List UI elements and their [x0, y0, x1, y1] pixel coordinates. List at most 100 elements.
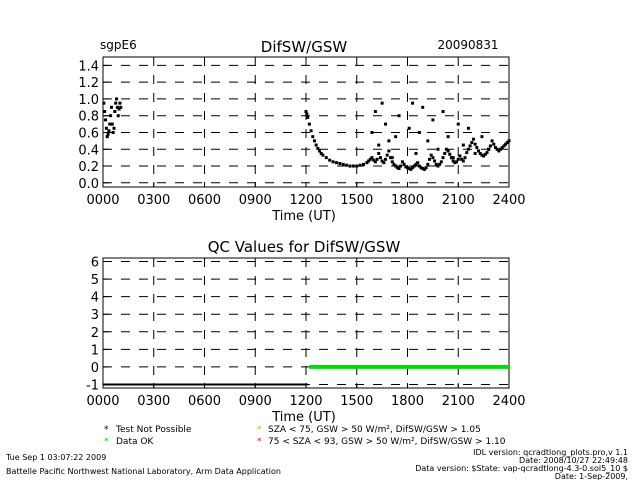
data-point — [439, 160, 443, 164]
legend-label-sza-93: 75 < SZA < 93, GSW > 50 W/m², DifSW/GSW … — [268, 437, 506, 447]
data-point — [306, 115, 310, 119]
data-point — [488, 144, 492, 148]
data-point — [477, 149, 481, 153]
bottom-y-tick-label: -1 — [86, 378, 99, 393]
bottom-y-tick-label: 4 — [91, 291, 99, 306]
data-point — [426, 139, 430, 143]
top-plot-grid — [103, 57, 509, 187]
top-y-tick-label: 0.4 — [78, 143, 99, 158]
bottom-y-tick-label: 1 — [91, 343, 99, 358]
data-point — [104, 126, 108, 130]
data-point — [487, 147, 491, 151]
data-point — [471, 137, 475, 141]
data-point — [427, 157, 431, 161]
data-point — [505, 141, 509, 145]
legend-marker-sza-75: * — [257, 425, 262, 435]
data-point — [311, 135, 315, 139]
bottom-x-tick-label: 0000 — [86, 394, 119, 409]
bottom-y-tick-label: 5 — [91, 273, 99, 288]
data-point — [113, 110, 117, 114]
data-point — [409, 167, 413, 171]
bottom-y-tick-label: 6 — [91, 256, 99, 271]
data-point — [480, 153, 484, 157]
top-y-tick-label: 0.0 — [78, 177, 99, 192]
top-x-tick-label: 0900 — [239, 193, 272, 208]
chart-title-top: DifSW/GSW — [261, 38, 348, 56]
data-point — [461, 159, 465, 163]
data-point — [458, 154, 462, 158]
data-point — [421, 105, 425, 109]
data-point — [502, 144, 506, 148]
chart-title-bottom: QC Values for DifSW/GSW — [208, 238, 401, 256]
data-point — [456, 157, 460, 161]
top-y-tick-label: 1.4 — [78, 59, 99, 74]
top-x-tick-label: 1200 — [289, 193, 322, 208]
top-x-axis-label: Time (UT) — [271, 209, 336, 224]
data-point — [390, 160, 394, 164]
data-point — [468, 144, 472, 148]
data-point — [475, 146, 479, 150]
top-x-tick-label: 2400 — [492, 193, 525, 208]
data-point — [385, 153, 389, 157]
data-point — [341, 162, 345, 166]
data-point — [114, 101, 118, 105]
data-point — [373, 160, 377, 164]
data-point — [412, 164, 416, 168]
data-point — [451, 156, 455, 160]
data-point — [370, 130, 374, 134]
data-point — [118, 101, 122, 105]
data-point — [438, 162, 442, 166]
data-point — [433, 159, 437, 163]
data-point — [397, 114, 401, 118]
top-x-tick-label: 2100 — [442, 193, 475, 208]
data-point — [421, 167, 425, 171]
bottom-plot-series — [103, 364, 509, 386]
top-x-tick-label: 0600 — [188, 193, 221, 208]
data-point — [419, 166, 423, 170]
data-point — [382, 161, 386, 165]
bottom-x-tick-label: 0300 — [137, 394, 170, 409]
top-y-tick-label: 1.2 — [78, 76, 99, 91]
qc-values-chart: 0000 0300 0600 0900 1200 1500 1800 2100 2400 -1 0 1… — [86, 256, 526, 425]
footer-timestamp: Tue Sep 1 03:07:22 2009 — [5, 453, 106, 462]
bottom-x-tick-label: 2400 — [492, 394, 525, 409]
data-point — [362, 162, 366, 166]
legend-label-data-ok: Data OK — [116, 437, 154, 447]
bottom-x-tick-label: 2100 — [442, 394, 475, 409]
data-point — [443, 151, 447, 155]
data-point — [105, 135, 109, 139]
data-point — [473, 151, 477, 155]
data-point — [314, 143, 318, 147]
data-point — [102, 101, 106, 105]
data-point — [384, 157, 388, 161]
data-point — [116, 114, 120, 118]
top-x-tick-label: 1800 — [391, 193, 424, 208]
data-point — [402, 162, 406, 166]
data-point — [372, 158, 376, 162]
data-point — [436, 164, 440, 168]
footer-idl-date: Date: 2008/10/27 22:49:48 — [519, 456, 628, 465]
data-point — [455, 160, 459, 164]
data-point — [345, 163, 349, 167]
data-point — [334, 161, 338, 165]
data-point — [115, 105, 119, 109]
data-point — [370, 156, 374, 160]
data-point — [424, 166, 428, 170]
data-point — [373, 110, 377, 114]
top-plot-points — [102, 97, 511, 171]
data-point — [107, 129, 111, 133]
bottom-x-axis-label: Time (UT) — [271, 410, 336, 425]
data-point — [422, 167, 426, 171]
bottom-x-tick-label: 1800 — [391, 394, 424, 409]
data-point — [348, 164, 352, 168]
data-point — [507, 139, 511, 143]
data-point — [390, 156, 394, 160]
data-point — [387, 139, 391, 143]
data-point — [465, 151, 469, 155]
data-point — [324, 156, 328, 160]
legend-label-test-not-possible: Test Not Possible — [115, 425, 192, 435]
data-point — [431, 118, 435, 122]
data-point — [431, 156, 435, 160]
bottom-y-tick-label: 2 — [91, 326, 99, 341]
data-point — [328, 158, 332, 162]
